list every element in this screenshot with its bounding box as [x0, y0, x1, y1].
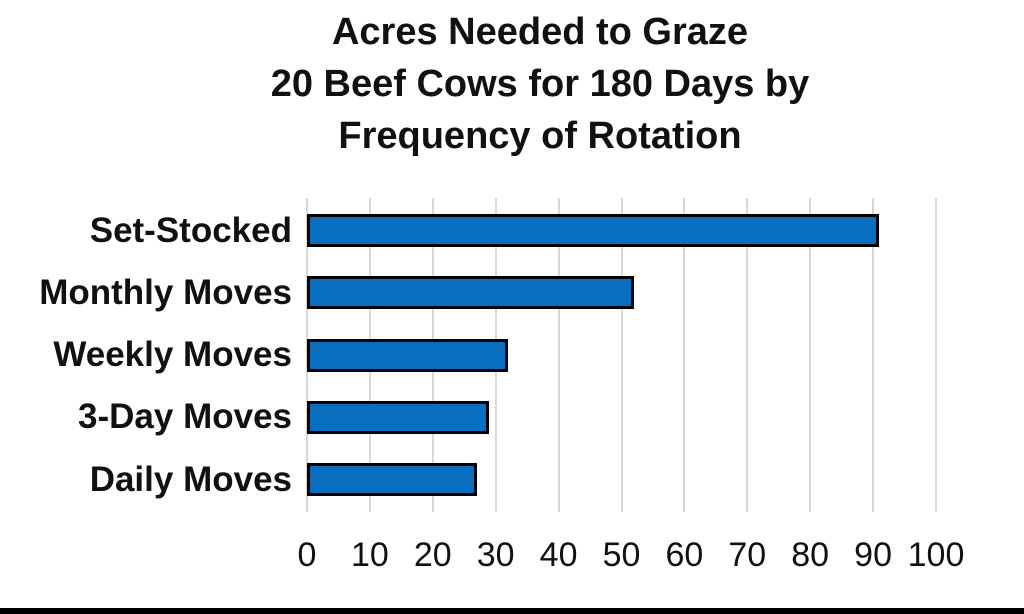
x-tick-label: 90	[854, 536, 892, 574]
gridline-x-60	[683, 198, 686, 512]
gridline-x-70	[746, 198, 749, 512]
x-tick-label: 70	[728, 536, 767, 574]
x-tick-label: 50	[602, 536, 641, 574]
x-tick-label: 20	[413, 536, 452, 574]
x-tick-label: 10	[350, 536, 389, 574]
bar-monthly-moves	[307, 276, 634, 310]
gridline-x-50	[620, 198, 623, 512]
x-tick-label: 0	[297, 536, 317, 574]
gridline-x-40	[557, 198, 560, 512]
x-tick-label: 80	[791, 536, 830, 574]
chart-title-line-3: Frequency of Rotation	[338, 115, 742, 157]
chart-title: Acres Needed to Graze 20 Beef Cows for 1…	[28, 6, 1024, 162]
chart-title-line-2: 20 Beef Cows for 180 Days by	[270, 63, 810, 105]
x-tick-label: 100	[907, 536, 965, 574]
category-label: 3-Day Moves	[78, 397, 292, 437]
x-tick-label: 60	[665, 536, 704, 574]
bottom-black-strip	[0, 608, 1024, 614]
category-label: Set-Stocked	[89, 210, 292, 250]
category-label: Monthly Moves	[39, 272, 292, 312]
bar-3-day-moves	[307, 400, 489, 434]
x-tick-label: 40	[539, 536, 578, 574]
bar-daily-moves	[307, 463, 477, 496]
bar-set-stocked	[307, 214, 879, 247]
gridline-x-80	[809, 198, 812, 512]
gridline-x-90	[872, 198, 875, 512]
gridline-x-100	[935, 198, 937, 512]
bar-weekly-moves	[307, 338, 508, 372]
category-label: Daily Moves	[89, 459, 292, 499]
x-tick-label: 30	[476, 536, 515, 574]
chart-title-line-1: Acres Needed to Graze	[331, 11, 749, 53]
category-label: Weekly Moves	[53, 335, 292, 374]
